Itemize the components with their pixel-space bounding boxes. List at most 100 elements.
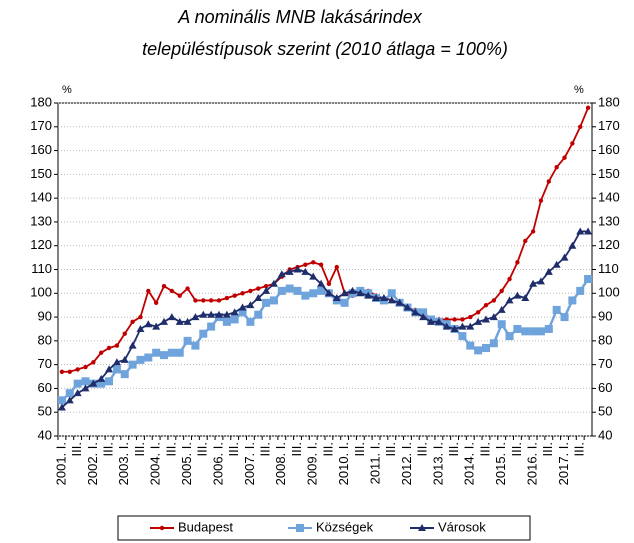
marker xyxy=(254,310,263,319)
marker xyxy=(536,327,545,336)
marker xyxy=(568,241,577,249)
marker xyxy=(224,295,230,301)
marker xyxy=(434,317,443,325)
marker xyxy=(120,355,129,363)
marker xyxy=(458,322,467,330)
marker xyxy=(578,124,583,129)
marker xyxy=(183,317,192,325)
marker xyxy=(348,286,357,294)
marker xyxy=(262,298,271,307)
y2-tick-label: 40 xyxy=(598,427,612,442)
marker xyxy=(207,310,216,318)
x-tick-label: 2010. I. xyxy=(336,442,351,485)
marker xyxy=(238,308,247,317)
marker xyxy=(560,313,569,322)
y-tick-label: 40 xyxy=(38,427,52,442)
marker xyxy=(340,289,349,297)
marker xyxy=(240,291,245,296)
marker xyxy=(552,305,561,314)
legend-label: Budapest xyxy=(178,519,233,534)
marker xyxy=(491,298,497,303)
marker xyxy=(481,315,490,323)
marker xyxy=(481,343,490,352)
x-tick-label: III. xyxy=(195,442,210,456)
marker xyxy=(326,281,332,286)
marker xyxy=(450,324,459,332)
marker xyxy=(497,320,506,329)
marker xyxy=(128,341,137,349)
marker xyxy=(214,310,223,318)
marker xyxy=(122,331,127,336)
marker xyxy=(499,288,504,294)
y2-tick-label: 80 xyxy=(598,332,612,347)
x-tick-label: III. xyxy=(446,442,461,456)
marker xyxy=(507,276,512,282)
marker xyxy=(521,327,530,336)
x-tick-label: 2007. I. xyxy=(242,442,257,485)
marker xyxy=(130,319,135,325)
marker xyxy=(536,277,545,285)
marker xyxy=(301,267,310,275)
marker xyxy=(246,301,255,309)
marker xyxy=(262,286,271,294)
marker xyxy=(293,286,302,295)
marker xyxy=(356,289,365,297)
marker xyxy=(120,370,129,379)
y-tick-label: 80 xyxy=(38,332,52,347)
y2-tick-label: 130 xyxy=(598,213,620,228)
y2-tick-label: 180 xyxy=(598,94,620,109)
marker xyxy=(372,294,381,302)
x-tick-label: 2005. I. xyxy=(179,442,194,485)
y-tick-label: 50 xyxy=(38,404,52,419)
marker xyxy=(269,296,278,305)
marker xyxy=(466,322,475,330)
marker xyxy=(442,322,451,330)
marker xyxy=(146,288,151,294)
marker xyxy=(584,227,593,235)
x-tick-label: 2017. I. xyxy=(556,442,571,485)
marker xyxy=(521,294,530,302)
marker xyxy=(230,315,239,324)
marker xyxy=(193,298,198,303)
y2-tick-label: 120 xyxy=(598,237,620,252)
x-tick-label: 2014. I. xyxy=(462,442,477,485)
legend-label: Városok xyxy=(438,519,486,534)
marker xyxy=(248,288,253,294)
marker xyxy=(554,165,559,170)
marker xyxy=(334,264,339,270)
marker xyxy=(497,305,506,313)
x-tick-label: 2011. I. xyxy=(367,442,382,484)
marker xyxy=(309,289,318,298)
marker xyxy=(483,302,489,308)
marker xyxy=(544,267,553,275)
marker xyxy=(584,275,593,284)
marker xyxy=(475,310,481,315)
marker xyxy=(418,524,426,531)
marker xyxy=(169,288,175,294)
marker xyxy=(97,379,106,388)
marker xyxy=(544,324,553,333)
marker xyxy=(222,310,231,318)
marker xyxy=(159,525,165,531)
marker xyxy=(185,286,190,291)
marker xyxy=(403,303,412,311)
y-tick-label: 140 xyxy=(30,190,52,205)
marker xyxy=(538,198,544,203)
x-tick-label: III. xyxy=(477,442,492,456)
marker xyxy=(175,348,184,357)
marker xyxy=(523,238,528,244)
marker xyxy=(81,384,90,392)
marker xyxy=(395,298,404,306)
marker xyxy=(468,314,473,320)
marker xyxy=(136,355,145,364)
marker xyxy=(105,377,114,386)
marker xyxy=(529,327,538,336)
legend-box xyxy=(117,515,531,541)
marker xyxy=(452,317,457,322)
marker xyxy=(458,332,467,341)
marker xyxy=(474,346,483,355)
marker xyxy=(65,396,74,404)
marker xyxy=(89,379,98,387)
marker xyxy=(296,524,304,532)
marker xyxy=(303,262,308,267)
